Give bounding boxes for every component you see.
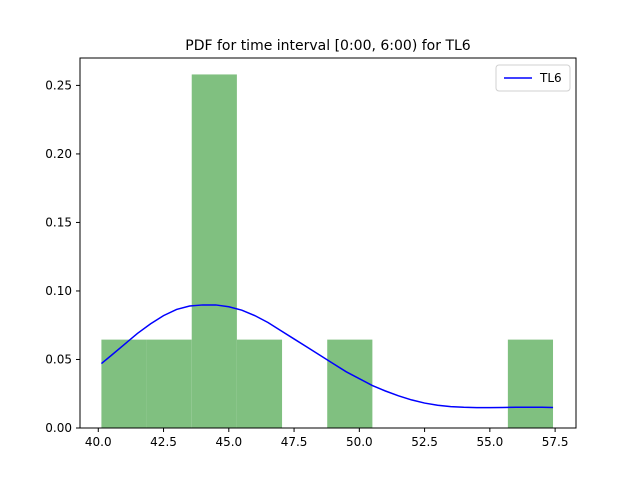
- y-tick-label: 0.20: [45, 147, 72, 161]
- y-tick-label: 0.15: [45, 215, 72, 229]
- x-tick-label: 40.0: [85, 435, 112, 449]
- x-axis: 40.0 42.5 45.0 47.5 50.0 52.5 55.0 57.5: [85, 428, 569, 449]
- legend-label-TL6: TL6: [539, 71, 562, 85]
- y-tick-label: 0.05: [45, 352, 72, 366]
- y-tick-label: 0.00: [45, 421, 72, 435]
- x-tick-label: 57.5: [542, 435, 569, 449]
- histogram-bar-5: [327, 339, 373, 428]
- x-tick-label: 50.0: [346, 435, 373, 449]
- histogram-bar-1: [146, 339, 192, 428]
- histogram-bar-2: [191, 74, 237, 428]
- plot-frame: [79, 57, 577, 429]
- x-tick-label: 45.0: [215, 435, 242, 449]
- series-line-TL6: [100, 304, 554, 409]
- histogram-bar-3: [236, 339, 283, 428]
- histogram-bar-0: [101, 339, 147, 428]
- histogram-bar-9: [507, 339, 554, 428]
- x-tick-label: 55.0: [476, 435, 503, 449]
- series-lines: [100, 304, 554, 409]
- y-tick-label: 0.10: [45, 284, 72, 298]
- y-axis: 0.00 0.05 0.10 0.15 0.20 0.25: [45, 78, 80, 435]
- x-tick-label: 42.5: [150, 435, 177, 449]
- legend: TL6: [495, 64, 571, 92]
- x-tick-label: 47.5: [281, 435, 308, 449]
- legend-box: [495, 64, 571, 92]
- x-tick-label: 52.5: [411, 435, 438, 449]
- histogram-bars: [101, 74, 554, 428]
- y-tick-label: 0.25: [45, 78, 72, 92]
- chart-title: PDF for time interval [0:00, 6:00) for T…: [185, 38, 471, 54]
